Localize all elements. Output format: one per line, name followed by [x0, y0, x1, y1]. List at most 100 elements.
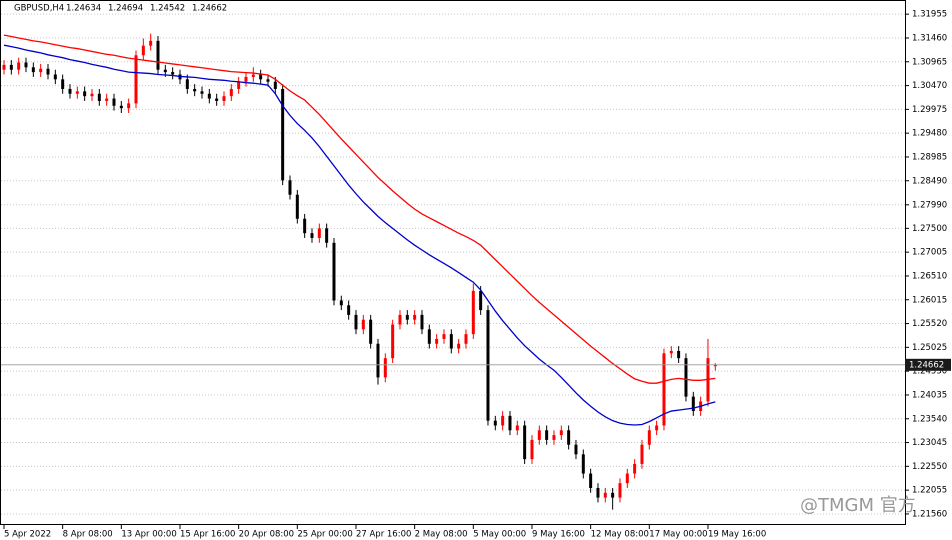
y-tick-label: 1.21560	[912, 509, 947, 519]
candle-body	[471, 290, 475, 335]
candle-body	[193, 88, 197, 92]
y-tick-label: 1.22550	[912, 462, 947, 472]
candle-body	[618, 483, 622, 498]
moving-average	[3, 34, 716, 384]
candle-body	[185, 79, 189, 89]
y-tick-label: 1.27005	[912, 248, 947, 258]
candle-body	[655, 425, 659, 431]
ohlc-close: 1.24662	[192, 4, 227, 14]
candle-body	[369, 319, 373, 344]
candle-body	[119, 105, 123, 109]
candle-body	[273, 81, 277, 89]
y-tick-label: 1.28985	[912, 152, 947, 162]
candle-body	[163, 69, 167, 73]
candle-body	[266, 79, 270, 82]
candle-body	[83, 91, 87, 97]
candle-body	[39, 68, 43, 73]
candle-body	[493, 420, 497, 426]
y-tick-label: 1.29975	[912, 105, 947, 115]
candle-body	[215, 98, 219, 101]
y-tick-label: 1.22055	[912, 486, 947, 496]
candle-body	[332, 242, 336, 301]
candle-body	[9, 64, 13, 70]
candle-body	[310, 233, 314, 238]
candle-body	[420, 314, 424, 330]
candle-body	[633, 463, 637, 474]
candle-body	[97, 93, 101, 101]
candle-body	[684, 358, 688, 397]
candle-body	[669, 350, 673, 354]
ohlc-open: 1.24634	[66, 4, 101, 14]
candle-body	[464, 334, 468, 344]
x-tick-label: 9 May 16:00	[532, 530, 585, 540]
x-tick-label: 15 Apr 16:00	[180, 530, 235, 540]
y-tick-label: 1.23540	[912, 414, 947, 424]
x-tick-label: 5 Apr 2022	[4, 530, 51, 540]
candle-body	[530, 439, 534, 460]
candle-body	[435, 338, 439, 344]
candle-body	[625, 473, 629, 484]
grid	[1, 13, 905, 515]
price-label: 1.24662	[909, 360, 944, 370]
candle-body	[75, 91, 79, 94]
ohlc-high: 1.24694	[108, 4, 143, 14]
candle-body	[207, 93, 211, 99]
candle-body	[523, 425, 527, 460]
candle-body	[479, 290, 483, 311]
candle-body	[259, 74, 263, 80]
candle-body	[244, 76, 248, 82]
candle-body	[17, 62, 21, 70]
candle-body	[713, 364, 717, 367]
plot-frame	[0, 0, 906, 525]
candle-body	[200, 91, 204, 94]
candle-body	[611, 492, 615, 498]
candle-body	[134, 55, 138, 104]
candle-body	[383, 358, 387, 378]
candle-body	[596, 487, 600, 498]
x-tick-label: 25 Apr 00:00	[297, 530, 352, 540]
moving-average	[3, 44, 716, 426]
candle-body	[677, 350, 681, 359]
candle-body	[545, 430, 549, 440]
chart-title: GBPUSD,H4	[14, 4, 64, 14]
candle-body	[354, 314, 358, 330]
candle-body	[61, 79, 65, 89]
x-tick-label: 19 May 16:00	[708, 530, 766, 540]
candle-body	[427, 329, 431, 344]
y-tick-label: 1.27990	[912, 200, 947, 210]
candle-body	[581, 454, 585, 474]
candle-body	[156, 40, 160, 70]
candle-body	[127, 103, 131, 109]
candle-body	[288, 180, 292, 195]
candle-body	[317, 228, 321, 238]
x-tick-label: 27 Apr 16:00	[356, 530, 411, 540]
x-tick-label: 20 Apr 08:00	[239, 530, 294, 540]
candle-body	[24, 62, 28, 68]
y-tick-label: 1.30965	[912, 57, 947, 67]
candle-body	[398, 314, 402, 325]
candle-body	[339, 300, 343, 306]
y-tick-label: 1.31955	[912, 10, 947, 20]
y-tick-label: 1.25520	[912, 319, 947, 329]
y-tick-label: 1.30470	[912, 81, 947, 91]
y-tick-label: 1.24530	[912, 367, 947, 377]
y-tick-label: 1.28490	[912, 176, 947, 186]
price-box	[905, 358, 951, 371]
watermark: @TMGM 官方	[800, 495, 916, 516]
candle-body	[559, 430, 563, 436]
candle-body	[589, 473, 593, 488]
candle-body	[552, 435, 556, 440]
y-tick-label: 1.25025	[912, 343, 947, 353]
candle-body	[449, 334, 453, 349]
candle-body	[303, 218, 307, 234]
x-tick-label: 17 May 00:00	[649, 530, 707, 540]
x-tick-label: 8 Apr 08:00	[63, 530, 113, 540]
candle-body	[508, 415, 512, 431]
candle-body	[361, 319, 365, 330]
candle-body	[222, 96, 226, 101]
candle-body	[603, 492, 607, 498]
y-tick-label: 1.31460	[912, 33, 947, 43]
